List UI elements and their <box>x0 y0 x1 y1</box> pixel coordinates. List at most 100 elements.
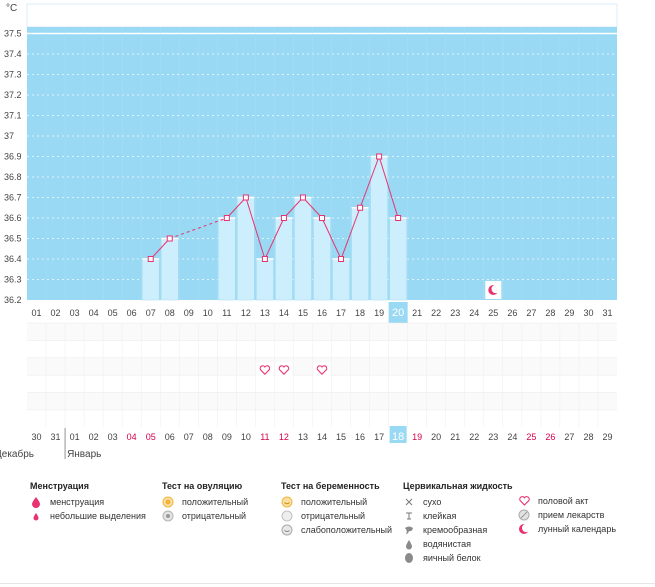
calendar-date-label: 19 <box>412 432 422 442</box>
legend-item: лунный календарь <box>518 522 616 536</box>
heart-icon <box>518 495 530 507</box>
y-tick-label: 36.5 <box>4 234 22 244</box>
calendar-date-label: 09 <box>222 432 232 442</box>
temperature-bar <box>237 197 255 301</box>
cycle-day-label: 12 <box>241 308 251 318</box>
cycle-day-label: 04 <box>89 308 99 318</box>
y-tick-label: 37.4 <box>4 49 22 59</box>
legend-label: слабоположительный <box>301 525 393 535</box>
calendar-date-label: 07 <box>184 432 194 442</box>
cycle-day-label: 19 <box>374 308 384 318</box>
calendar-date-label: 22 <box>469 432 479 442</box>
legend-label: половой акт <box>538 496 589 506</box>
circle-weak-icon <box>281 524 293 536</box>
cycle-day-label: 25 <box>488 308 498 318</box>
cycle-day-label: 06 <box>127 308 137 318</box>
cycle-day-label: 03 <box>70 308 80 318</box>
current-day-highlight <box>388 302 408 323</box>
legend-item: отрицательный <box>281 509 392 523</box>
calendar-date-label: 23 <box>488 432 498 442</box>
temperature-line-segment <box>321 217 342 260</box>
calendar-date-label: 12 <box>279 432 289 442</box>
temperature-line-segment <box>245 197 266 260</box>
temperature-line-segment <box>264 217 285 260</box>
cycle-day-label: 11 <box>222 308 231 318</box>
legend-item: водянистая <box>403 537 513 551</box>
temperature-bar <box>351 207 369 301</box>
cycle-day-label: 22 <box>431 308 441 318</box>
calendar-date-label: 02 <box>89 432 99 442</box>
temperature-bar <box>294 197 312 301</box>
temperature-line-segment <box>302 197 323 219</box>
calendar-date-label: 18 <box>392 431 404 443</box>
legend-title: Тест на овуляцию <box>162 481 243 491</box>
legend-label: клейкая <box>423 511 457 521</box>
y-tick-label: 36.3 <box>4 275 22 285</box>
temperature-bar <box>256 258 274 301</box>
calendar-date-label: 30 <box>32 432 42 442</box>
cream-icon <box>403 524 415 536</box>
temperature-point <box>242 194 249 201</box>
temperature-point <box>395 215 402 221</box>
legend-label: положительный <box>182 497 249 507</box>
temperature-line-segment <box>359 156 380 208</box>
heart-cell <box>256 362 274 378</box>
temperature-line-segment <box>340 207 361 260</box>
temperature-line-segment <box>150 238 171 260</box>
legend-cervical: Цервикальная жидкость сухо клейкая кремо… <box>403 481 513 565</box>
temperature-point <box>299 194 306 201</box>
temperature-bar <box>389 217 407 301</box>
y-axis-label: °C <box>6 3 17 14</box>
events-row <box>27 323 617 341</box>
temperature-bar <box>370 156 388 301</box>
legend-item: сухо <box>403 495 513 509</box>
smile-positive-icon <box>281 496 293 508</box>
legend-title: Менструация <box>30 481 89 491</box>
legend-item: менструация <box>30 495 146 509</box>
heart-icon <box>316 365 328 375</box>
temperature-point <box>319 215 325 221</box>
legend-label: положительный <box>301 497 368 507</box>
calendar-date-label: 29 <box>602 432 612 442</box>
cross-icon <box>403 496 415 508</box>
t-bar-icon <box>403 510 415 522</box>
calendar-date-label: 08 <box>203 432 213 442</box>
legend-menstruation: Менструация менструация небольшие выделе… <box>30 481 146 523</box>
calendar-date-label: 05 <box>146 432 156 442</box>
cycle-day-label: 20 <box>392 307 404 319</box>
drop-small-icon <box>30 510 42 522</box>
temperature-point <box>147 256 154 262</box>
legend-other: половой акт прием лекарств лунный календ… <box>518 494 616 536</box>
temperature-point <box>357 204 364 211</box>
y-tick-label: 37 <box>4 131 14 141</box>
calendar-date-label: 03 <box>108 432 118 442</box>
heart-icon <box>259 365 271 375</box>
cycle-day-label: 30 <box>583 308 593 318</box>
calendar-date-label: 25 <box>526 432 536 442</box>
cycle-day-label: 18 <box>355 308 365 318</box>
legend-item: яичный белок <box>403 551 513 565</box>
legend-label: водянистая <box>423 539 472 549</box>
legend-item: половой акт <box>518 494 616 508</box>
legend-label: менструация <box>50 497 105 507</box>
y-tick-label: 36.6 <box>4 213 22 223</box>
legend-label: отрицательный <box>301 511 366 521</box>
temperature-point <box>261 256 268 262</box>
calendar-date-label: 20 <box>431 432 441 442</box>
cycle-day-label: 10 <box>203 308 213 318</box>
y-tick-label: 37.2 <box>4 90 22 100</box>
heart-cell <box>313 362 331 378</box>
legend-label: кремообразная <box>423 525 488 535</box>
calendar-date-label: 06 <box>165 432 175 442</box>
legend-item: небольшие выделения <box>30 509 146 523</box>
calendar-date-label: 11 <box>260 432 269 442</box>
legend-item: слабоположительный <box>281 523 392 537</box>
month-label: Декабрь <box>0 448 34 460</box>
calendar-date-label: 15 <box>336 432 346 442</box>
calendar-date-label: 27 <box>564 432 574 442</box>
cycle-day-label: 23 <box>450 308 460 318</box>
temperature-line-segment <box>226 197 247 219</box>
sun-positive-icon <box>162 496 174 508</box>
legend-label: сухо <box>423 497 442 507</box>
